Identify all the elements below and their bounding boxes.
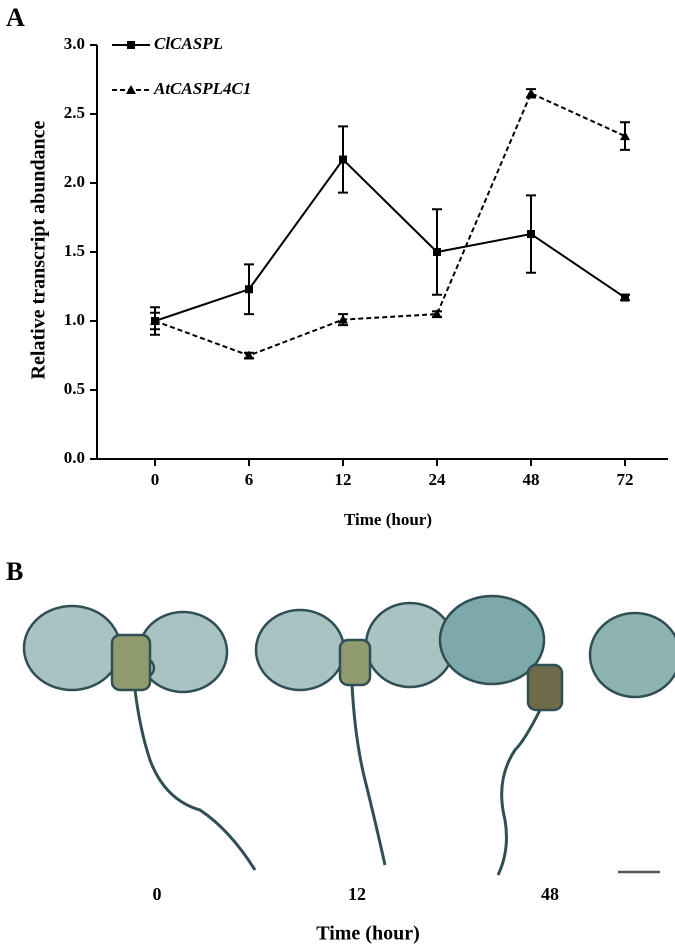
x-tick-label: 24: [429, 470, 447, 489]
panel-label: B: [6, 557, 23, 586]
legend-label: ClCASPL: [154, 34, 223, 53]
y-tick-label: 2.0: [64, 172, 85, 191]
legend-marker: [126, 85, 136, 94]
leaf: [254, 608, 346, 692]
point: [339, 155, 347, 164]
seedling-photo: [22, 594, 675, 876]
point: [433, 248, 441, 256]
photo-label: 48: [541, 884, 559, 904]
point: [620, 131, 630, 141]
x-tick-label: 0: [151, 470, 160, 489]
x-tick-label: 48: [523, 470, 540, 489]
x-axis-label: Time (hour): [344, 510, 432, 529]
leaf: [137, 610, 229, 694]
leaf: [588, 611, 675, 699]
root: [496, 709, 542, 876]
shoot: [110, 633, 152, 692]
point: [338, 314, 348, 324]
leaf: [22, 604, 122, 692]
x-tick-label: 12: [335, 470, 352, 489]
y-tick-label: 0.5: [64, 379, 85, 398]
x-tick-label: 6: [245, 470, 254, 489]
y-tick-label: 2.5: [64, 103, 85, 122]
photo-label: 0: [153, 884, 162, 904]
y-tick-label: 0.0: [64, 448, 85, 467]
point: [621, 293, 629, 302]
point: [432, 309, 442, 319]
point: [527, 230, 535, 239]
legend-marker: [127, 41, 135, 49]
leaf: [438, 594, 546, 686]
shoot: [338, 638, 372, 687]
series-line: [154, 158, 626, 322]
y-tick-label: 3.0: [64, 34, 85, 53]
y-tick-label: 1.0: [64, 310, 85, 329]
legend-label: AtCASPL4C1: [153, 79, 251, 98]
point: [245, 285, 253, 294]
x-tick-label: 72: [617, 470, 634, 489]
photo-x-label: Time (hour): [316, 923, 420, 945]
y-tick-label: 1.5: [64, 241, 85, 260]
photo-label: 12: [348, 884, 366, 904]
y-axis-label: Relative transcript abundance: [28, 120, 50, 379]
point: [244, 350, 254, 360]
point: [150, 316, 160, 325]
point: [526, 88, 536, 98]
panel-label: A: [6, 3, 25, 32]
root: [350, 684, 387, 866]
root: [133, 689, 257, 871]
series-line: [154, 91, 626, 357]
shoot: [526, 663, 564, 712]
